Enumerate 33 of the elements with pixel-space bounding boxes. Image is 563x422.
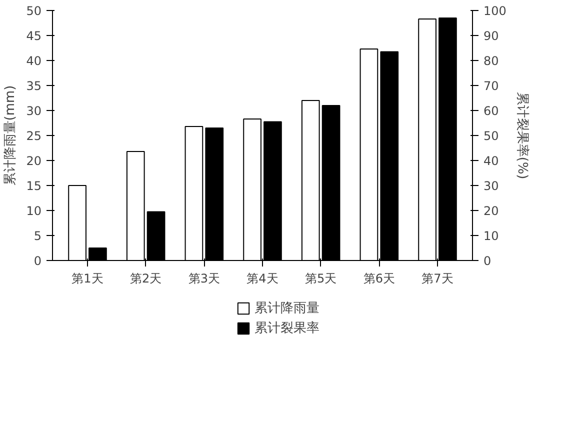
x-tick-label: 第5天 [305, 272, 337, 286]
legend-label: 累计降雨量 [254, 300, 320, 317]
x-tick-label: 第6天 [363, 272, 395, 286]
x-tick-label: 第7天 [422, 272, 454, 286]
y-axis-title: 累计降雨量(mm) [3, 85, 18, 186]
y-tick-label: 35 [26, 79, 42, 93]
y2-tick-label: 100 [484, 4, 506, 18]
y2-tick-label: 0 [484, 254, 492, 268]
y2-tick-label: 10 [484, 229, 499, 243]
y-tick-label: 20 [26, 154, 42, 168]
y2-axis-title: 累计裂果率(%) [514, 92, 530, 180]
y2-tick-label: 40 [484, 154, 499, 168]
x-tick-label: 第2天 [130, 272, 162, 286]
y-tick-label: 45 [26, 29, 42, 43]
y-tick-label: 15 [26, 179, 42, 193]
y2-tick-label: 30 [484, 179, 499, 193]
x-tick-label: 第3天 [188, 272, 220, 286]
x-tick-label: 第1天 [72, 272, 104, 286]
x-tick-label: 第4天 [246, 272, 278, 286]
y-tick-label: 0 [34, 254, 42, 268]
y-tick-label: 5 [34, 229, 42, 243]
y2-tick-label: 80 [484, 54, 499, 68]
y-tick-label: 50 [26, 4, 42, 18]
y-tick-label: 40 [26, 54, 42, 68]
y-tick-label: 30 [26, 104, 42, 118]
legend-label: 累计裂果率 [254, 320, 320, 337]
y2-tick-label: 20 [484, 204, 499, 218]
y2-tick-label: 60 [484, 104, 499, 118]
y2-tick-label: 50 [484, 129, 499, 143]
y-tick-label: 25 [26, 129, 42, 143]
y-tick-label: 10 [26, 204, 42, 218]
y2-tick-label: 70 [484, 79, 499, 93]
y2-tick-label: 90 [484, 29, 499, 43]
